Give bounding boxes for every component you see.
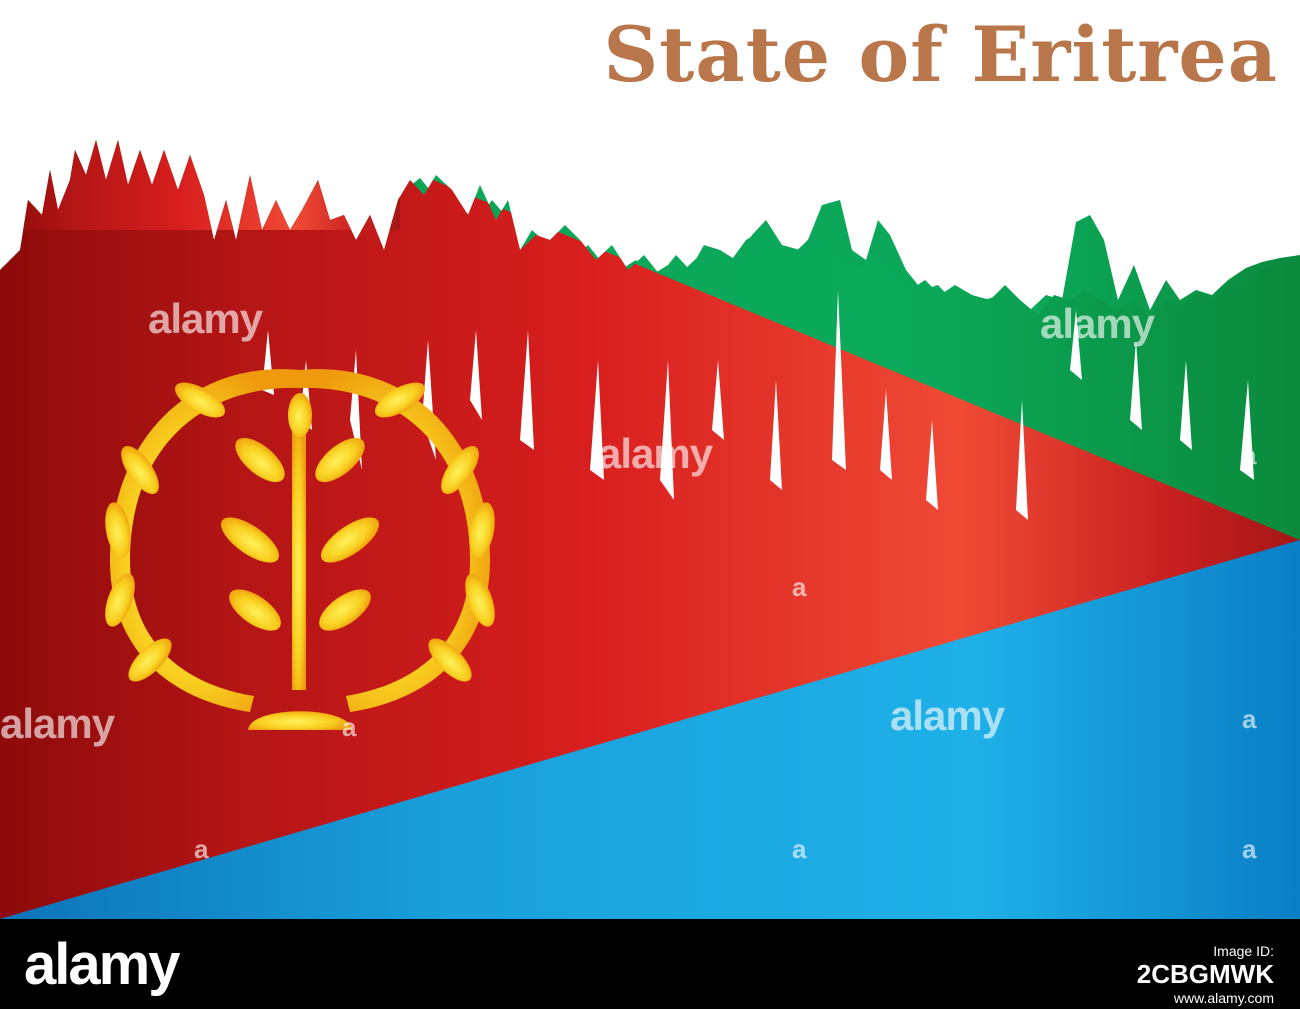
- site-url: www.alamy.com: [1173, 990, 1274, 1006]
- image-id-value: 2CBGMWK: [1136, 959, 1274, 989]
- watermark: a: [1242, 704, 1257, 734]
- watermark: alamy: [890, 692, 1005, 739]
- watermark: a: [792, 572, 807, 602]
- watermark: a: [342, 712, 357, 742]
- page-title: State of Eritrea: [603, 10, 1278, 99]
- watermark: alamy: [1040, 300, 1155, 347]
- watermark: alamy: [598, 430, 713, 477]
- alamy-logo: alamy: [24, 932, 180, 997]
- olive-wreath-emblem: [105, 369, 495, 730]
- watermark: a: [792, 834, 807, 864]
- watermark: alamy: [148, 295, 263, 342]
- watermark: a: [1242, 440, 1257, 470]
- watermark: a: [1242, 834, 1257, 864]
- eritrea-flag-illustration: [0, 140, 1300, 919]
- footer-bar: alamy Image ID: 2CBGMWK www.alamy.com: [0, 919, 1300, 1009]
- watermark: a: [194, 834, 209, 864]
- watermark: alamy: [0, 700, 115, 747]
- image-id-label: Image ID:: [1213, 943, 1274, 959]
- image-id-block: Image ID: 2CBGMWK www.alamy.com: [1137, 943, 1274, 1006]
